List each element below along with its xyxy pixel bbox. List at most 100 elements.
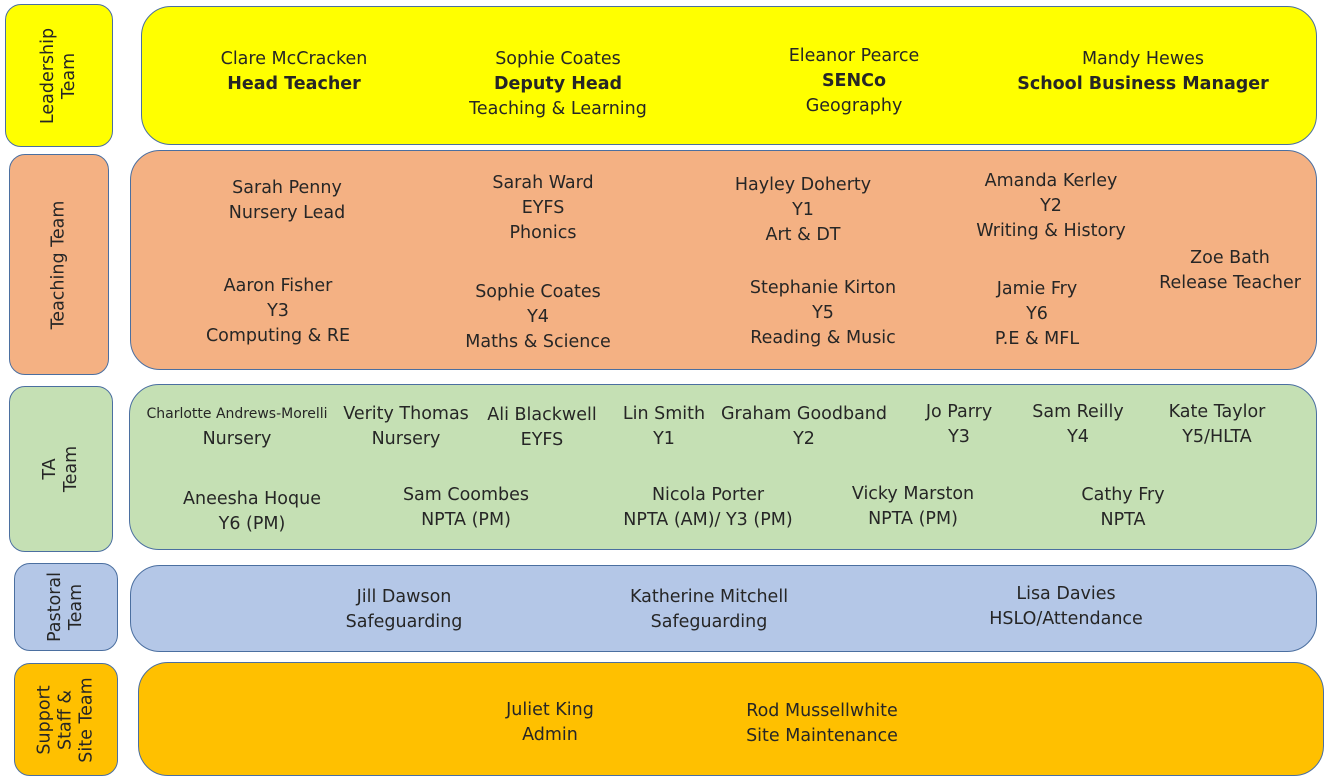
- person-card: Jill Dawson Safeguarding: [346, 585, 463, 635]
- person-name: Katherine Mitchell: [629, 587, 789, 607]
- person-card: Zoe Bath Release Teacher: [1159, 246, 1301, 296]
- person-name: Sam Coombes: [402, 485, 530, 505]
- person-class: Y6 (PM): [218, 514, 286, 534]
- person-role: Site Maintenance: [746, 726, 898, 746]
- person-card: Amanda Kerley Y2 Writing & History: [976, 169, 1126, 244]
- person-class: NPTA (AM)/ Y3 (PM): [623, 510, 793, 530]
- label-line: Pastoral: [45, 572, 65, 642]
- person-class: EYFS: [521, 198, 565, 218]
- person-card: Sam Reilly Y4: [1032, 400, 1124, 450]
- person-name: Rod Mussellwhite: [746, 701, 898, 721]
- pastoral-team-label: Pastoral Team: [14, 563, 118, 651]
- person-role: School Business Manager: [1017, 74, 1269, 94]
- person-subject: Writing & History: [976, 221, 1126, 241]
- person-role: Admin: [522, 725, 578, 745]
- ta-team-band: Charlotte Andrews-Morelli Nursery Verity…: [129, 384, 1317, 550]
- person-role: HSLO/Attendance: [989, 609, 1143, 629]
- person-name: Sarah Penny: [232, 178, 342, 198]
- leadership-team-label: Leadership Team: [5, 4, 113, 147]
- person-subject: Phonics: [509, 223, 577, 243]
- person-name: Ali Blackwell: [487, 405, 597, 425]
- person-card: Katherine Mitchell Safeguarding: [630, 585, 788, 635]
- person-name: Aneesha Hoque: [183, 489, 321, 509]
- person-name: Kate Taylor: [1168, 402, 1266, 422]
- person-card: Jo Parry Y3: [926, 400, 992, 450]
- person-class: Y1: [792, 200, 814, 220]
- person-card: Sarah Ward EYFS Phonics: [492, 171, 593, 246]
- teaching-team-label: Teaching Team: [9, 154, 109, 375]
- person-class: Y4: [1067, 427, 1089, 447]
- person-name: Amanda Kerley: [984, 171, 1118, 191]
- person-role: Head Teacher: [227, 74, 361, 94]
- person-card: Kate Taylor Y5/HLTA: [1169, 400, 1266, 450]
- person-role: Deputy Head: [493, 74, 623, 94]
- person-card: Aneesha Hoque Y6 (PM): [183, 487, 321, 537]
- person-class: Y1: [653, 429, 675, 449]
- person-name: Sarah Ward: [492, 173, 594, 193]
- person-class: Nursery: [202, 429, 272, 449]
- person-card: Mandy Hewes School Business Manager: [1017, 47, 1269, 97]
- person-class: Y4: [527, 307, 549, 327]
- person-class: NPTA (PM): [421, 510, 511, 530]
- person-name: Zoe Bath: [1190, 248, 1270, 268]
- person-class: Nursery Lead: [228, 203, 346, 223]
- person-name: Sophie Coates: [475, 282, 601, 302]
- person-card: Sophie Coates Y4 Maths & Science: [465, 280, 611, 355]
- person-card: Sarah Penny Nursery Lead: [229, 176, 345, 226]
- person-card: Cathy Fry NPTA: [1081, 483, 1164, 533]
- person-card: Aaron Fisher Y3 Computing & RE: [206, 274, 350, 349]
- person-card: Sam Coombes NPTA (PM): [403, 483, 529, 533]
- person-class: Y5: [812, 303, 834, 323]
- label-line: Team: [66, 583, 86, 631]
- person-subject: Art & DT: [765, 225, 841, 245]
- person-card: Verity Thomas Nursery: [343, 402, 469, 452]
- person-class: Y2: [1040, 196, 1062, 216]
- label-line: Team: [61, 445, 81, 493]
- person-subject: Computing & RE: [205, 326, 351, 346]
- person-card: Vicky Marston NPTA (PM): [852, 482, 974, 532]
- person-class: NPTA: [1100, 510, 1146, 530]
- person-name: Stephanie Kirton: [749, 278, 897, 298]
- person-name: Hayley Doherty: [734, 175, 872, 195]
- person-name: Charlotte Andrews-Morelli: [146, 406, 328, 422]
- person-subject: Teaching & Learning: [469, 99, 647, 119]
- person-name: Mandy Hewes: [1081, 49, 1205, 69]
- person-subject: P.E & MFL: [994, 329, 1080, 349]
- support-team-label: Support Staff & Site Team: [14, 663, 118, 776]
- person-role: Safeguarding: [650, 612, 768, 632]
- person-class: Y3: [267, 301, 289, 321]
- person-card: Rod Mussellwhite Site Maintenance: [746, 699, 898, 749]
- person-card: Lin Smith Y1: [623, 402, 705, 452]
- person-card: Nicola Porter NPTA (AM)/ Y3 (PM): [623, 483, 792, 533]
- person-name: Sophie Coates: [495, 49, 621, 69]
- person-name: Lin Smith: [622, 404, 706, 424]
- support-team-band: Juliet King Admin Rod Mussellwhite Site …: [138, 662, 1324, 776]
- person-card: Charlotte Andrews-Morelli Nursery: [146, 402, 327, 452]
- label-line: Staff &: [55, 689, 76, 750]
- person-card: Stephanie Kirton Y5 Reading & Music: [750, 276, 896, 351]
- person-name: Verity Thomas: [343, 404, 469, 424]
- person-name: Jamie Fry: [996, 279, 1078, 299]
- label-line: Leadership: [38, 27, 58, 124]
- person-name: Jill Dawson: [356, 587, 452, 607]
- person-card: Graham Goodband Y2: [721, 402, 887, 452]
- person-name: Eleanor Pearce: [788, 46, 920, 66]
- person-name: Sam Reilly: [1032, 402, 1124, 422]
- label-line: Site Team: [76, 676, 97, 763]
- label-line: Teaching Team: [48, 200, 69, 329]
- person-name: Aaron Fisher: [223, 276, 333, 296]
- person-class: Release Teacher: [1159, 273, 1301, 293]
- person-class: Nursery: [371, 429, 441, 449]
- person-class: NPTA (PM): [868, 509, 958, 529]
- pastoral-team-band: Jill Dawson Safeguarding Katherine Mitch…: [130, 565, 1317, 652]
- person-subject: Maths & Science: [465, 332, 611, 352]
- person-card: Jamie Fry Y6 P.E & MFL: [995, 277, 1079, 352]
- person-class: Y3: [948, 427, 970, 447]
- person-card: Eleanor Pearce SENCo Geography: [789, 44, 920, 119]
- person-class: Y5/HLTA: [1182, 427, 1252, 447]
- person-card: Hayley Doherty Y1 Art & DT: [735, 173, 871, 248]
- person-name: Juliet King: [506, 700, 594, 720]
- person-name: Clare McCracken: [220, 49, 368, 69]
- person-name: Cathy Fry: [1081, 485, 1165, 505]
- teaching-team-band: Sarah Penny Nursery Lead Sarah Ward EYFS…: [130, 150, 1317, 370]
